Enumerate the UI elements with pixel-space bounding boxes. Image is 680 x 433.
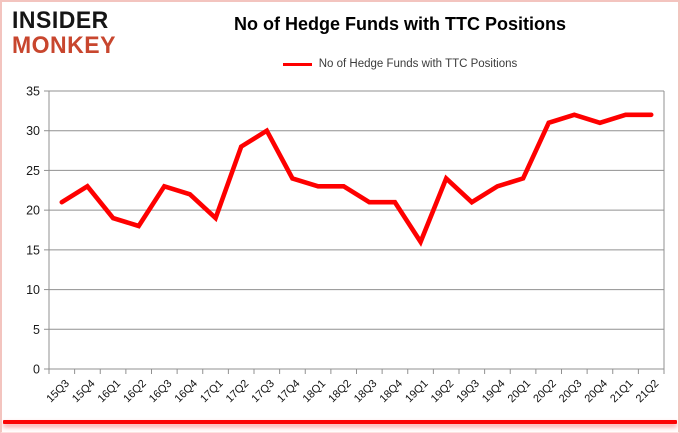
x-tick-label: 19Q2 [429, 378, 457, 406]
y-tick-label: 35 [26, 85, 40, 99]
x-tick-label: 19Q1 [403, 378, 431, 406]
y-tick-label: 20 [26, 204, 40, 218]
legend-label: No of Hedge Funds with TTC Positions [318, 58, 518, 70]
y-tick-label: 10 [26, 283, 40, 297]
x-tick-label: 17Q4 [275, 378, 303, 406]
x-tick-label: 18Q1 [301, 378, 329, 406]
x-tick-label: 16Q1 [96, 378, 124, 406]
x-tick-label: 17Q1 [198, 378, 226, 406]
x-tick-label: 20Q4 [583, 378, 611, 406]
x-tick-label: 16Q3 [147, 378, 175, 406]
x-tick-label: 18Q2 [326, 378, 354, 406]
logo-text-monkey: MONKEY [12, 30, 116, 59]
y-tick-label: 5 [33, 323, 40, 337]
x-tick-label: 16Q4 [173, 378, 201, 406]
legend: No of Hedge Funds with TTC Positions [142, 58, 658, 70]
legend-line-swatch [282, 62, 312, 66]
x-tick-label: 20Q1 [506, 378, 534, 406]
x-tick-label: 20Q3 [557, 378, 585, 406]
y-tick-label: 25 [26, 164, 40, 178]
bottom-red-rule [3, 420, 677, 424]
x-tick-label: 17Q3 [249, 378, 277, 406]
x-tick-label: 21Q1 [608, 378, 636, 406]
x-tick-label: 20Q2 [531, 378, 559, 406]
chart-title: No of Hedge Funds with TTC Positions [234, 14, 566, 34]
y-tick-label: 30 [26, 124, 40, 138]
data-series-line [59, 112, 654, 247]
x-tick-label: 18Q4 [378, 378, 406, 406]
x-tick-label: 15Q4 [70, 378, 98, 406]
logo-text-insider: INSIDER [12, 5, 109, 34]
y-tick-label: 0 [33, 363, 40, 377]
y-tick-label: 15 [26, 243, 40, 257]
x-tick-label: 15Q3 [44, 378, 72, 406]
x-tick-label: 21Q2 [634, 378, 662, 406]
insider-monkey-logo: INSIDER MONKEY [12, 5, 142, 59]
x-tick-label: 19Q4 [480, 378, 508, 406]
x-tick-label: 16Q2 [121, 378, 149, 406]
x-tick-label: 18Q3 [352, 378, 380, 406]
x-tick-label: 17Q2 [224, 378, 252, 406]
x-tick-label: 19Q3 [454, 378, 482, 406]
